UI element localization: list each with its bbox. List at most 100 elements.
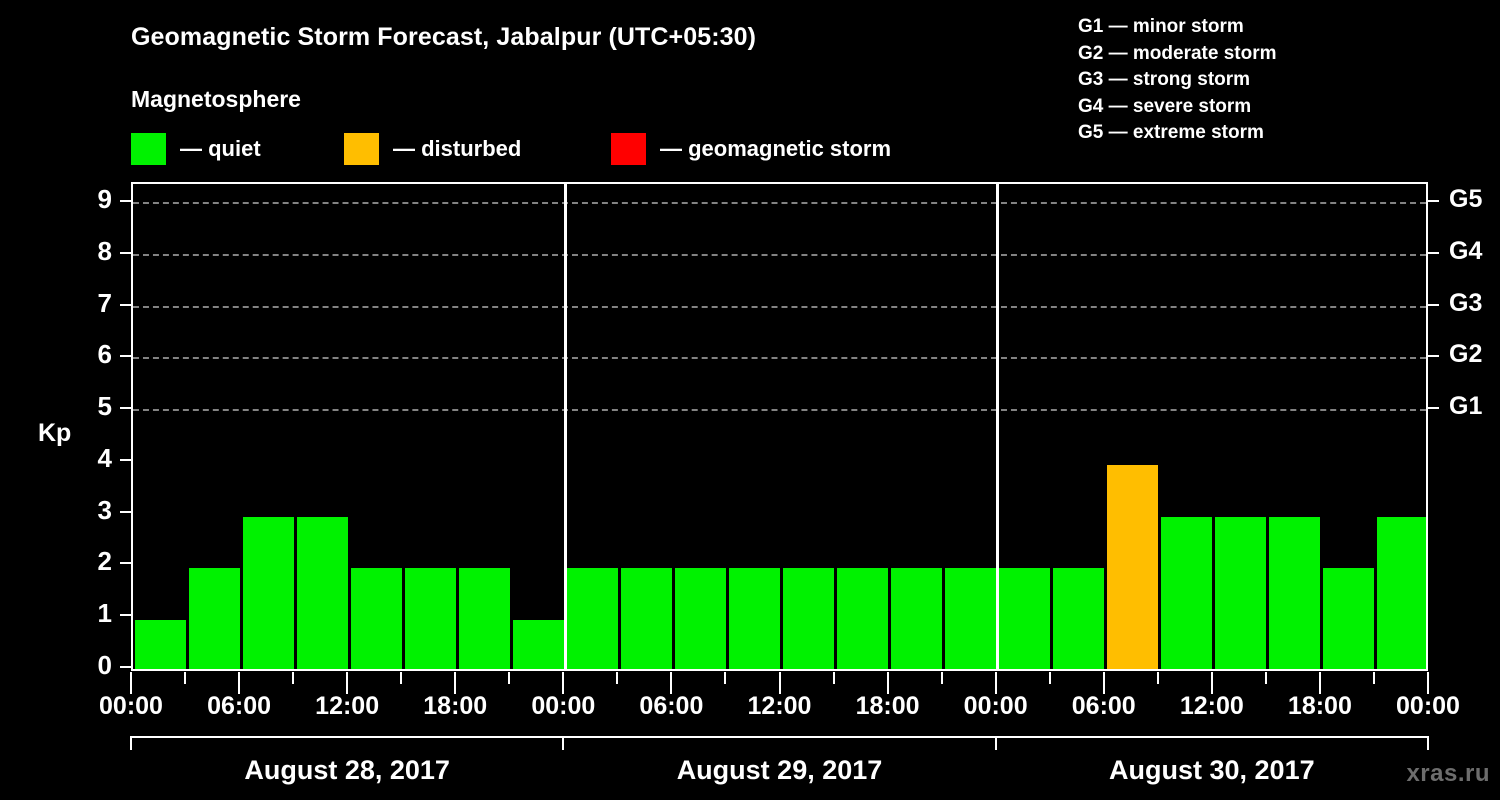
- bar: [350, 568, 402, 669]
- y-tick-label-5: 5: [97, 391, 112, 422]
- g-scale-line-g3: G3 — strong storm: [1078, 69, 1251, 90]
- y-tick-label-4: 4: [97, 442, 112, 473]
- g-tick-G5: [1428, 200, 1439, 202]
- x-tick-label: 12:00: [1179, 692, 1244, 720]
- x-tick: [1048, 672, 1051, 684]
- legend-item-storm: — geomagnetic storm: [611, 132, 891, 166]
- y-tick-3: [120, 510, 131, 513]
- legend-item-quiet: — quiet: [131, 132, 261, 166]
- x-tick: [778, 672, 781, 694]
- day-bracket-line: [131, 736, 564, 738]
- x-tick: [1156, 672, 1159, 684]
- bar: [1107, 464, 1159, 669]
- x-tick: [508, 672, 511, 684]
- x-tick: [454, 672, 457, 694]
- y-tick-label-0: 0: [97, 650, 112, 680]
- bar: [1377, 516, 1426, 669]
- gridline-kp-9: [133, 202, 1426, 204]
- page-title: Geomagnetic Storm Forecast, Jabalpur (UT…: [131, 23, 757, 51]
- x-tick: [238, 672, 241, 694]
- day-bracket-line: [995, 736, 1428, 738]
- x-tick: [616, 672, 619, 684]
- x-tick: [670, 672, 673, 694]
- legend-label-disturbed: — disturbed: [393, 136, 522, 161]
- y-tick-label-3: 3: [97, 494, 112, 525]
- y-axis-title: Kp: [38, 419, 72, 447]
- y-tick-5: [120, 407, 131, 410]
- bar: [620, 568, 672, 669]
- day-label: August 28, 2017: [244, 755, 450, 785]
- bar: [1161, 516, 1213, 669]
- g-axis-label-G4: G4: [1449, 236, 1483, 265]
- y-tick-9: [120, 200, 131, 202]
- day-bracket-cap: [562, 736, 565, 750]
- day-bracket-line: [563, 736, 996, 738]
- x-tick-label: 00:00: [1396, 692, 1460, 720]
- bar: [783, 568, 835, 669]
- y-tick-1: [120, 614, 131, 617]
- g-tick-G4: [1428, 251, 1439, 254]
- x-tick: [994, 672, 997, 694]
- x-tick: [832, 672, 835, 684]
- day-bracket-cap: [130, 736, 132, 750]
- bar: [296, 516, 348, 669]
- day-separator: [563, 184, 567, 669]
- bar: [674, 568, 726, 669]
- chart-subtitle: Magnetosphere: [131, 86, 301, 112]
- bar: [188, 568, 240, 669]
- x-tick: [130, 672, 132, 694]
- y-tick-7: [120, 303, 131, 306]
- legend-item-disturbed: — disturbed: [344, 132, 521, 166]
- bar: [837, 568, 889, 669]
- legend-label-quiet: — quiet: [180, 136, 261, 161]
- legend-swatch-quiet: [131, 133, 166, 165]
- y-tick-0: [120, 666, 131, 668]
- g-scale-line-g1: G1 — minor storm: [1078, 16, 1244, 37]
- x-tick-label: 06:00: [1071, 692, 1136, 720]
- bar: [458, 568, 510, 669]
- g-tick-G1: [1428, 407, 1439, 410]
- x-tick-label: 12:00: [747, 692, 812, 720]
- bar: [728, 568, 780, 669]
- g-scale-legend: G1 — minor storm G2 — moderate storm G3 …: [1078, 14, 1277, 147]
- x-tick: [562, 672, 565, 694]
- y-tick-label-9: 9: [97, 184, 112, 214]
- x-tick: [886, 672, 889, 694]
- y-tick-label-2: 2: [97, 546, 112, 577]
- x-tick: [940, 672, 943, 684]
- day-bracket-cap: [994, 736, 997, 750]
- y-tick-label-6: 6: [97, 339, 112, 370]
- g-scale-line-g4: G4 — severe storm: [1078, 95, 1252, 117]
- gridline-kp-5: [133, 409, 1426, 412]
- g-tick-G2: [1428, 355, 1439, 358]
- bar: [512, 620, 564, 669]
- g-axis-label-G5: G5: [1449, 185, 1483, 213]
- g-axis-label-G2: G2: [1449, 340, 1483, 369]
- bar: [945, 568, 997, 669]
- bar: [404, 568, 456, 669]
- y-tick-label-8: 8: [97, 235, 112, 266]
- bar: [1323, 568, 1375, 669]
- x-tick-label: 06:00: [639, 692, 704, 720]
- g-axis-label-G1: G1: [1449, 392, 1483, 421]
- x-tick-label: 12:00: [315, 692, 380, 720]
- bar: [242, 516, 294, 669]
- day-label: August 30, 2017: [1109, 755, 1315, 785]
- day-separator: [996, 184, 1000, 669]
- x-tick-label: 18:00: [423, 692, 488, 720]
- x-tick: [1372, 672, 1375, 684]
- legend-label-storm: — geomagnetic storm: [660, 136, 892, 161]
- bar: [1215, 516, 1267, 669]
- x-tick: [346, 672, 349, 694]
- x-tick: [184, 672, 187, 684]
- x-tick-label: 06:00: [207, 692, 272, 720]
- y-tick-6: [120, 355, 131, 358]
- x-tick: [1427, 672, 1429, 694]
- g-tick-G3: [1428, 303, 1439, 306]
- bar: [891, 568, 943, 669]
- y-tick-label-1: 1: [97, 598, 112, 629]
- gridline-kp-6: [133, 357, 1426, 360]
- y-tick-4: [120, 458, 131, 461]
- x-tick-label: 18:00: [1287, 692, 1352, 720]
